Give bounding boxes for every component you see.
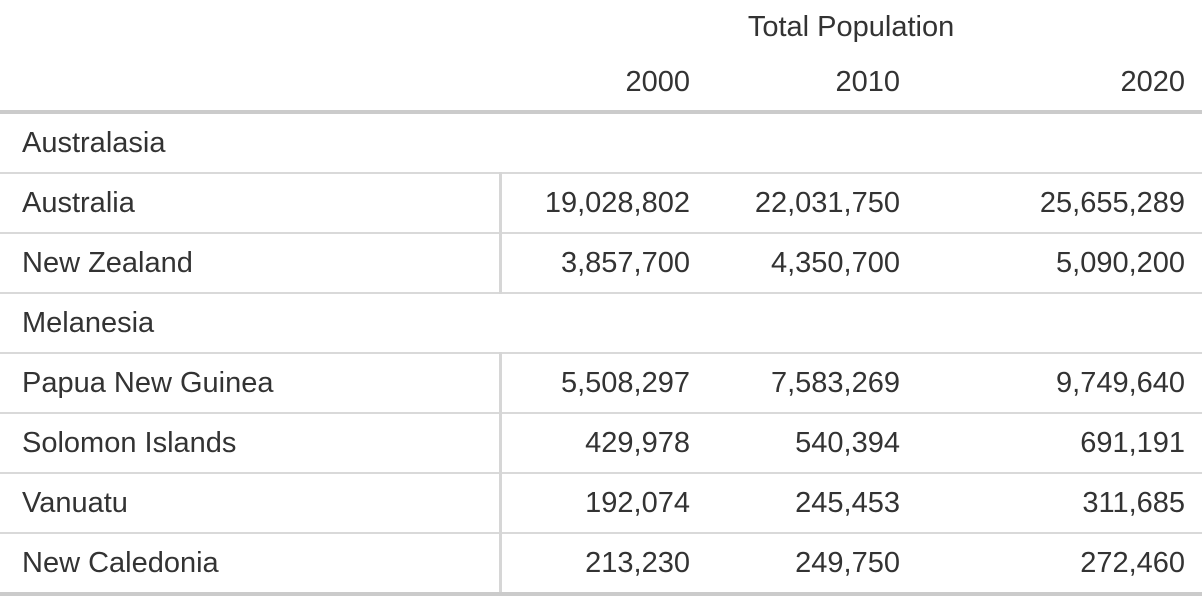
cell-value-2000: 5,508,297 xyxy=(560,366,690,399)
header-spacer xyxy=(0,0,500,55)
cell-value-2010: 540,394 xyxy=(795,426,900,459)
table-row-papua-new-guinea: Papua New Guinea 5,508,297 7,583,269 9,7… xyxy=(0,353,1202,413)
table-row-vanuatu: Vanuatu 192,074 245,453 311,685 xyxy=(0,473,1202,533)
cell-value-2000: 429,978 xyxy=(585,426,690,459)
row-label: Australia xyxy=(0,173,502,233)
cell-value-2020: 691,191 xyxy=(1080,426,1186,459)
table-row-new-caledonia: New Caledonia 213,230 249,750 272,460 xyxy=(0,533,1202,594)
cell-value-2010: 22,031,750 xyxy=(754,186,900,219)
cell-value-2000: 19,028,802 xyxy=(544,186,690,219)
cell-value-2020: 25,655,289 xyxy=(1039,186,1186,219)
section-row-australasia: Australasia xyxy=(0,112,1202,173)
table-header: Total Population 2000 2010 2020 xyxy=(0,0,1202,112)
table-row-new-zealand: New Zealand 3,857,700 4,350,700 5,090,20… xyxy=(0,233,1202,293)
header-spacer xyxy=(0,55,500,112)
table-row-solomon-islands: Solomon Islands 429,978 540,394 691,191 xyxy=(0,413,1202,473)
cell-value-2010: 7,583,269 xyxy=(770,366,900,399)
section-row-melanesia: Melanesia xyxy=(0,293,1202,353)
year-header-2010: 2010 xyxy=(835,66,900,98)
cell-value-2010: 245,453 xyxy=(795,486,900,519)
row-label: Solomon Islands xyxy=(0,413,502,473)
total-population-header: Total Population xyxy=(747,11,955,43)
year-header-2000: 2000 xyxy=(625,66,690,98)
cell-value-2010: 249,750 xyxy=(795,546,900,579)
table-row-australia: Australia 19,028,802 22,031,750 25,655,2… xyxy=(0,173,1202,233)
cell-value-2010: 4,350,700 xyxy=(770,246,900,279)
cell-value-2020: 9,749,640 xyxy=(1056,366,1186,399)
cell-value-2020: 272,460 xyxy=(1080,546,1186,579)
cell-value-2020: 311,685 xyxy=(1082,486,1186,519)
cell-value-2000: 192,074 xyxy=(585,486,690,519)
row-label: New Caledonia xyxy=(0,533,502,594)
cell-value-2020: 5,090,200 xyxy=(1056,246,1186,279)
row-label: Vanuatu xyxy=(0,473,502,533)
row-label: Papua New Guinea xyxy=(0,353,502,413)
cell-value-2000: 213,230 xyxy=(585,546,690,579)
year-header-row: 2000 2010 2020 xyxy=(0,55,1202,112)
section-label: Australasia xyxy=(22,126,166,159)
table-body: Australasia Australia 19,028,802 22,031,… xyxy=(0,112,1202,594)
section-label: Melanesia xyxy=(22,306,155,339)
year-header-2020: 2020 xyxy=(1120,66,1186,98)
row-label: New Zealand xyxy=(0,233,502,293)
column-group-header-row: Total Population xyxy=(0,0,1202,55)
cell-value-2000: 3,857,700 xyxy=(560,246,690,279)
